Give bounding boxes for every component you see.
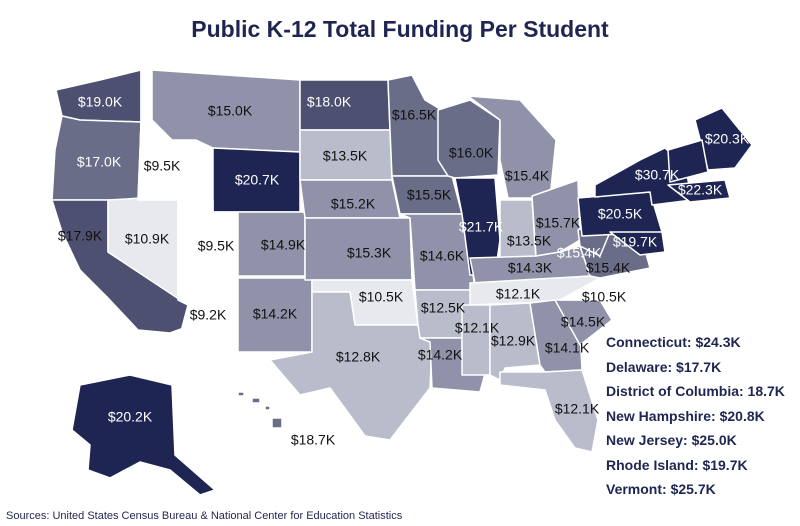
label-CA: $17.9K: [58, 228, 103, 244]
label-LA: $14.2K: [418, 347, 463, 363]
callout-district-of-columbia: District of Columbia: 18.7K: [606, 383, 785, 399]
state-MD[interactable]: [609, 231, 666, 256]
label-MD: $19.7K: [613, 234, 658, 250]
label-WA: $19.0K: [78, 94, 123, 110]
source-note: Sources: United States Census Bureau & N…: [6, 510, 403, 522]
label-WI: $16.0K: [449, 145, 494, 161]
label-MN: $16.5K: [392, 107, 437, 123]
label-MI: $15.4K: [505, 168, 550, 184]
state-HI[interactable]: [237, 391, 283, 429]
state-OH[interactable]: [531, 179, 581, 257]
callout-vermont: Vermont: $25.7K: [606, 481, 716, 497]
state-MS[interactable]: [461, 304, 491, 376]
small-states-callout-list: Connecticut: $24.3K Delaware: $17.7K Dis…: [606, 330, 796, 502]
callout-connecticut: Connecticut: $24.3K: [606, 334, 741, 350]
label-NC: $10.5K: [582, 289, 627, 305]
label-MS: $12.1K: [455, 320, 500, 336]
label-OH: $15.7K: [536, 215, 581, 231]
state-IN[interactable]: [499, 199, 537, 263]
label-AK: $20.2K: [108, 409, 153, 425]
state-MI[interactable]: [467, 95, 557, 199]
label-OK: $10.5K: [359, 289, 404, 305]
label-HI: $18.7K: [291, 432, 336, 448]
state-TX[interactable]: [269, 291, 433, 441]
label-ID: $9.5K: [144, 158, 181, 174]
callout-new-hampshire: New Hampshire: $20.8K: [606, 407, 765, 424]
label-TX: $12.8K: [336, 349, 381, 365]
label-AZ: $9.2K: [190, 307, 227, 323]
label-OR: $17.0K: [77, 154, 122, 170]
label-GA: $14.1K: [545, 340, 590, 356]
label-KY: $14.3K: [508, 260, 553, 276]
label-ND: $18.0K: [307, 94, 352, 110]
label-IL: $21.7K: [459, 219, 504, 235]
label-AL: $12.9K: [491, 333, 536, 349]
label-TN: $12.1K: [496, 286, 541, 302]
label-IA: $15.5K: [407, 187, 452, 203]
callout-rhode-island: Rhode Island: $19.7K: [606, 456, 748, 473]
callout-delaware: Delaware: $17.7K: [606, 358, 722, 375]
label-VA: $15.4K: [586, 260, 631, 276]
label-NV: $10.9K: [125, 231, 170, 247]
label-NE: $15.2K: [331, 196, 376, 212]
label-SC: $14.5K: [561, 314, 606, 330]
label-MT: $15.0K: [208, 103, 253, 119]
label-CO: $14.9K: [261, 237, 306, 253]
state-AK[interactable]: [71, 374, 216, 496]
state-VT-NH[interactable]: [667, 139, 709, 183]
label-IN: $13.5K: [507, 233, 552, 249]
label-MO: $14.6K: [420, 248, 465, 264]
label-NY: $30.7K: [635, 167, 680, 183]
label-WV: $15.4K: [557, 245, 602, 261]
state-WI[interactable]: [437, 99, 501, 179]
label-AR: $12.5K: [421, 300, 466, 316]
state-MA[interactable]: [667, 179, 731, 203]
map-title: Public K-12 Total Funding Per Student: [191, 16, 609, 42]
callout-new-jersey: New Jersey: $25.0K: [606, 432, 737, 448]
label-NM: $14.2K: [253, 306, 298, 322]
state-FL[interactable]: [499, 369, 599, 453]
label-KS: $15.3K: [347, 245, 392, 261]
label-PA: $20.5K: [598, 206, 643, 222]
label-MA: $22.3K: [678, 182, 723, 198]
label-WY: $20.7K: [235, 172, 280, 188]
label-SD: $13.5K: [323, 148, 368, 164]
label-FL: $12.1K: [555, 401, 600, 417]
label-ME: $20.3K: [705, 131, 750, 147]
label-UT: $9.5K: [198, 238, 235, 254]
